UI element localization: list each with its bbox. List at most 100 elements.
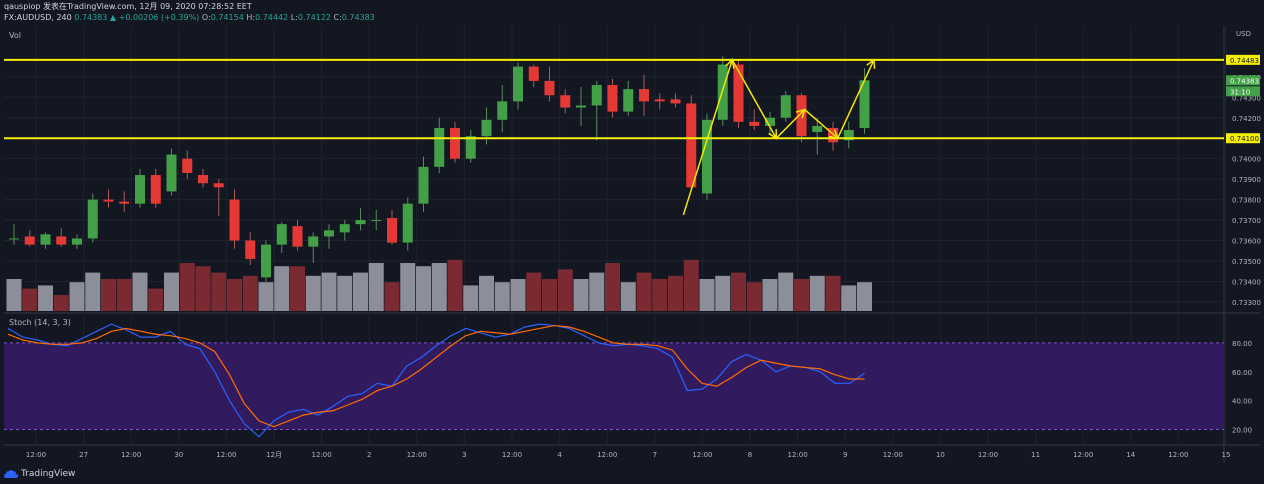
price-axis[interactable]: 0.744000.743000.742000.741000.740000.739…	[1232, 74, 1261, 307]
tradingview-cloud-icon	[4, 470, 18, 478]
candle-body	[40, 234, 51, 245]
open-label: O:	[201, 13, 211, 22]
volume-bar	[510, 279, 526, 311]
annotation-arrowhead	[725, 58, 735, 69]
symbol-label[interactable]: FX:AUDUSD, 240	[4, 13, 72, 22]
time-tick-label: 12:00	[692, 451, 712, 459]
price-tick-label: 0.73600	[1232, 238, 1261, 246]
candle-body	[654, 99, 665, 102]
price-tick-label: 0.73300	[1232, 299, 1261, 307]
volume-bar	[746, 282, 762, 311]
time-tick-label: 12:00	[1168, 451, 1188, 459]
volume-bar	[857, 282, 872, 311]
volume-bar	[699, 279, 715, 311]
open-value: 0.74154	[210, 13, 244, 22]
last-price-badge: 0.74383	[1230, 77, 1259, 85]
currency-label: USD	[1236, 30, 1251, 38]
volume-bar	[542, 279, 557, 311]
volume-bar	[762, 279, 778, 311]
candle-body	[465, 136, 476, 159]
volume-bar	[195, 266, 211, 311]
time-tick-label: 14	[1126, 451, 1135, 459]
price-tick-label: 0.74000	[1232, 156, 1261, 164]
volume-bar	[148, 288, 164, 311]
candle-body	[544, 80, 555, 96]
volume-bar	[809, 275, 825, 311]
candle-body	[308, 236, 319, 247]
volume-bar	[652, 279, 668, 311]
candle-body	[481, 119, 492, 137]
volume-bar	[353, 272, 368, 311]
countdown-badge: 31:10	[1230, 88, 1250, 96]
candle-body	[702, 119, 712, 194]
volume-bar	[589, 272, 605, 311]
annotation-arrowhead	[866, 58, 876, 69]
low-label: L:	[290, 13, 298, 22]
price-tick-label: 0.73500	[1232, 258, 1261, 266]
price-chart[interactable]: 0.744000.743000.742000.741000.740000.739…	[0, 0, 1264, 466]
candle-body	[135, 175, 145, 204]
resistance-badge-bg	[1226, 54, 1260, 65]
volume-bar	[22, 288, 38, 311]
volume-bar	[557, 269, 573, 311]
symbol-ohlc-legend: FX:AUDUSD, 240 0.74383 ▲ +0.00206 (+0.39…	[4, 13, 375, 23]
volume-bar	[38, 285, 53, 311]
last-price: 0.74383	[74, 13, 108, 22]
price-tick-label: 0.73700	[1232, 217, 1261, 225]
trend-annotation[interactable]	[682, 57, 876, 216]
support-badge: 0.74100	[1230, 135, 1259, 143]
stoch-tick-label: 40.00	[1232, 398, 1252, 406]
volume-bar	[526, 272, 542, 311]
candle-body	[9, 238, 19, 240]
time-axis[interactable]: 12:00 27 12:00 30 12:00 12月 12:00 2 12:00 3 12:00 4…	[26, 451, 1231, 459]
candle-body	[245, 240, 256, 259]
high-value: 0.74442	[255, 13, 289, 22]
volume-bar	[668, 275, 683, 311]
volume-bar	[416, 266, 431, 311]
volume-bar	[6, 279, 22, 311]
chart-publish-info: qauspiop 发表在TradingView.com, 12月 09, 202…	[4, 2, 252, 11]
stoch-tick-label: 20.00	[1232, 427, 1252, 435]
candle-body	[560, 95, 571, 108]
candle-body	[623, 89, 634, 112]
close-value: 0.74383	[341, 13, 375, 22]
price-tick-label: 0.74300	[1232, 94, 1261, 102]
candle-body	[670, 99, 681, 104]
volume-bar	[463, 285, 479, 311]
candle-body	[103, 199, 114, 202]
candle-body	[765, 117, 775, 126]
stoch-lines	[4, 323, 1224, 438]
volume-label: Vol	[9, 31, 21, 40]
price-badges: 0.74483 0.74383 31:10 0.74100	[1226, 54, 1260, 144]
volume-bar	[258, 282, 274, 311]
volume-bar	[274, 266, 290, 311]
annotation-arrowhead	[768, 129, 778, 140]
price-change: +0.00206 (+0.39%)	[118, 13, 200, 22]
stoch-axis[interactable]: 80.00 60.00 40.00 20.00	[1232, 340, 1252, 435]
volume-bar	[384, 282, 400, 311]
horizontal-levels[interactable]	[4, 58, 1224, 140]
candle-body	[324, 230, 334, 237]
time-tick-label: 12:00	[26, 451, 46, 459]
candle-body	[119, 201, 130, 204]
volume-bar	[841, 285, 857, 311]
last-price-badge-bg	[1226, 75, 1260, 86]
stoch-tick-label: 80.00	[1232, 340, 1252, 348]
candle-body	[686, 103, 697, 188]
candle-body	[371, 220, 382, 222]
candle-body	[292, 226, 303, 247]
volume-bars	[6, 259, 872, 311]
candle-body	[87, 199, 98, 239]
time-tick-label: 12:00	[216, 451, 236, 459]
high-label: H:	[246, 13, 256, 22]
candle-body	[339, 224, 350, 233]
candle-body	[843, 130, 854, 141]
candle-body	[434, 127, 445, 167]
candle-body	[576, 105, 586, 108]
time-tick-label: 7	[653, 451, 657, 459]
time-tick-label: 15	[1222, 451, 1231, 459]
volume-bar	[321, 272, 337, 311]
candle-body	[261, 244, 271, 278]
candle-body	[497, 101, 508, 120]
tradingview-logo[interactable]: TradingView	[4, 469, 75, 479]
